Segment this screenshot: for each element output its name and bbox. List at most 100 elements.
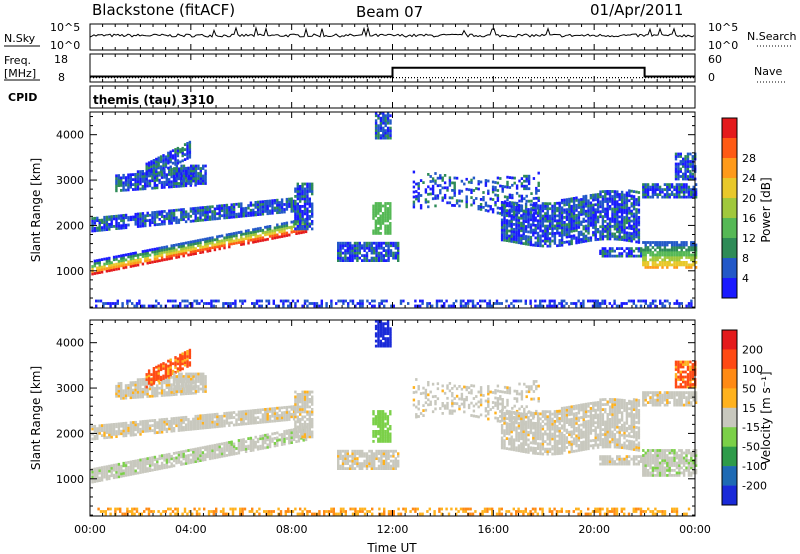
heatmap-cell bbox=[153, 250, 157, 254]
heatmap-cell bbox=[692, 185, 695, 189]
heatmap-cell bbox=[616, 237, 619, 241]
heatmap-cell bbox=[110, 466, 113, 470]
heatmap-cell bbox=[158, 173, 161, 177]
station-title: Blackstone (fitACF) bbox=[92, 1, 235, 19]
heatmap-cell bbox=[674, 152, 678, 156]
heatmap-cell bbox=[127, 255, 130, 259]
heatmap-cell bbox=[237, 449, 241, 452]
heatmap-cell bbox=[128, 299, 131, 303]
heatmap-cell bbox=[206, 418, 209, 422]
heatmap-cell bbox=[170, 249, 173, 253]
heatmap-cell bbox=[153, 455, 157, 459]
heatmap-cell bbox=[165, 212, 169, 216]
heatmap-cell bbox=[174, 155, 177, 159]
heatmap-cell bbox=[604, 230, 607, 233]
heatmap-cell bbox=[346, 246, 349, 250]
heatmap-cell bbox=[663, 195, 667, 199]
heatmap-cell bbox=[146, 457, 149, 460]
heatmap-cell bbox=[127, 461, 130, 464]
heatmap-cell bbox=[642, 261, 645, 264]
heatmap-cell bbox=[129, 383, 132, 387]
heatmap-cell bbox=[181, 151, 184, 155]
heatmap-cell bbox=[162, 377, 165, 380]
heatmap-cell bbox=[204, 416, 207, 420]
heatmap-cell bbox=[582, 240, 585, 243]
heatmap-cell bbox=[268, 435, 272, 439]
heatmap-cell bbox=[387, 249, 390, 252]
heatmap-cell bbox=[417, 194, 420, 198]
heatmap-cell bbox=[296, 210, 299, 213]
heatmap-cell bbox=[156, 186, 159, 190]
heatmap-cell bbox=[175, 424, 178, 428]
heatmap-cell bbox=[515, 238, 518, 242]
heatmap-cell bbox=[616, 217, 619, 221]
heatmap-cell bbox=[96, 479, 99, 483]
heatmap-cell bbox=[311, 187, 314, 191]
heatmap-cell bbox=[91, 437, 94, 441]
heatmap-cell bbox=[184, 215, 188, 219]
heatmap-cell bbox=[285, 418, 289, 422]
heatmap-cell bbox=[370, 249, 373, 252]
heatmap-cell bbox=[242, 207, 245, 210]
heatmap-cell bbox=[339, 246, 342, 250]
heatmap-cell bbox=[294, 187, 297, 191]
heatmap-cell bbox=[182, 179, 186, 183]
heatmap-cell bbox=[192, 381, 195, 385]
heatmap-cell bbox=[515, 201, 519, 205]
heatmap-cell bbox=[594, 225, 597, 229]
heatmap-cell bbox=[384, 204, 387, 208]
heatmap-cell bbox=[546, 304, 549, 308]
heatmap-cell bbox=[141, 427, 145, 431]
heatmap-cell bbox=[115, 189, 118, 193]
heatmap-cell bbox=[202, 182, 205, 185]
heatmap-cell bbox=[280, 227, 284, 231]
heatmap-cell bbox=[448, 196, 452, 200]
noise-panel: N.Sky 10^5 10^0 10^5 10^0 N.Search bbox=[4, 21, 797, 52]
heatmap-cell bbox=[276, 436, 279, 440]
heatmap-cell bbox=[175, 387, 178, 391]
heatmap-cell bbox=[133, 304, 136, 308]
heatmap-cell bbox=[183, 304, 187, 308]
heatmap-cell bbox=[163, 378, 166, 382]
heatmap-cell bbox=[189, 243, 193, 246]
heatmap-cell bbox=[153, 394, 156, 398]
heatmap-cell bbox=[132, 431, 135, 434]
heatmap-cell bbox=[505, 299, 508, 303]
heatmap-cell bbox=[93, 437, 97, 441]
heatmap-cell bbox=[196, 424, 200, 428]
heatmap-cell bbox=[211, 454, 214, 458]
heatmap-cell bbox=[141, 219, 145, 223]
heatmap-cell bbox=[568, 220, 571, 224]
heatmap-cell bbox=[105, 267, 109, 270]
heatmap-cell bbox=[613, 232, 617, 236]
heatmap-cell bbox=[124, 216, 128, 220]
heatmap-cell bbox=[690, 195, 693, 199]
heatmap-cell bbox=[373, 241, 376, 245]
heatmap-cell bbox=[185, 179, 188, 183]
heatmap-cell bbox=[589, 201, 593, 205]
heatmap-cell bbox=[170, 216, 173, 220]
heatmap-cell bbox=[616, 212, 619, 216]
heatmap-cell bbox=[182, 172, 186, 175]
heatmap-cell bbox=[361, 259, 364, 262]
heatmap-cell bbox=[103, 465, 106, 469]
heatmap-cell bbox=[91, 427, 94, 431]
heatmap-cell bbox=[168, 252, 171, 256]
heatmap-cell bbox=[500, 223, 504, 227]
heatmap-cell bbox=[122, 391, 125, 395]
heatmap-cell bbox=[136, 187, 140, 191]
heatmap-cell bbox=[98, 424, 101, 428]
heatmap-cell bbox=[582, 202, 585, 206]
heatmap-cell bbox=[560, 302, 563, 305]
heatmap-cell bbox=[132, 173, 135, 176]
heatmap-cell bbox=[192, 167, 195, 170]
heatmap-cell bbox=[121, 304, 124, 308]
heatmap-cell bbox=[553, 302, 556, 305]
heatmap-cell bbox=[623, 193, 626, 197]
heatmap-cell bbox=[623, 206, 626, 209]
heatmap-cell bbox=[176, 151, 180, 155]
heatmap-cell bbox=[654, 185, 657, 189]
heatmap-cell bbox=[494, 203, 497, 207]
heatmap-cell bbox=[259, 444, 262, 448]
heatmap-cell bbox=[183, 353, 187, 357]
